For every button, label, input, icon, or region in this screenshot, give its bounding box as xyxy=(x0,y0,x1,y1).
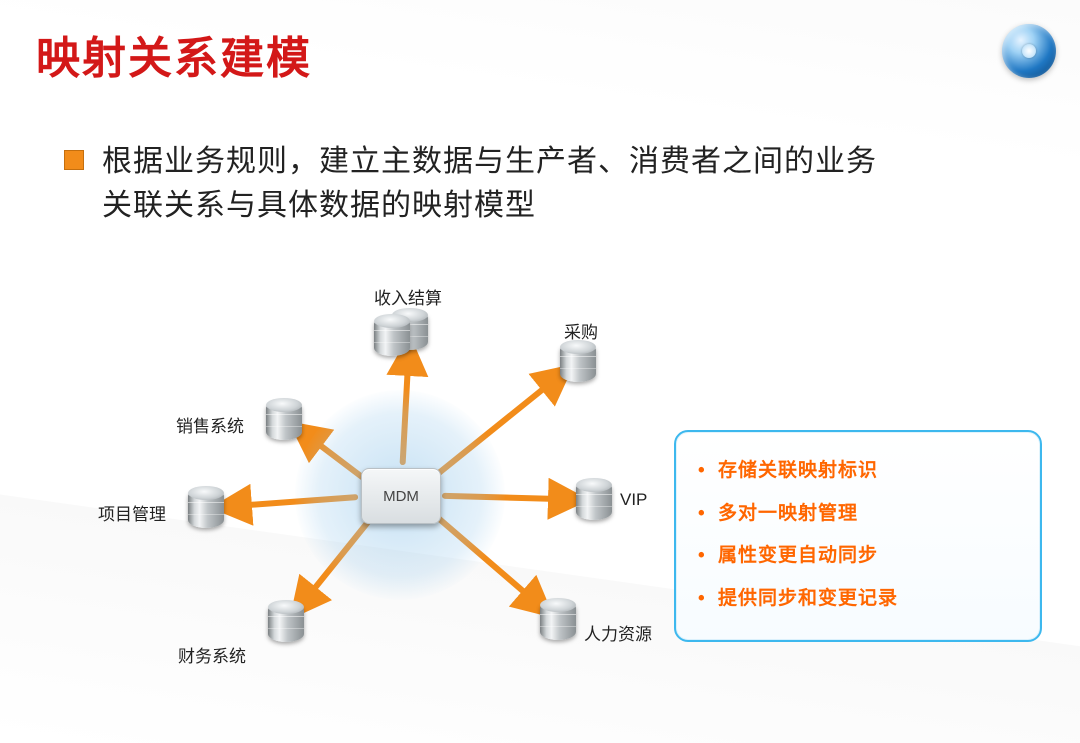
db-node-sales xyxy=(266,400,302,440)
feature-callout: 存储关联映射标识多对一映射管理属性变更自动同步提供同步和变更记录 xyxy=(674,430,1042,642)
node-label-hr: 人力资源 xyxy=(584,620,652,645)
db-node-purchase xyxy=(560,342,596,382)
node-label-purchase: 采购 xyxy=(564,318,598,343)
database-icon xyxy=(268,602,304,642)
body-line-2: 关联关系与具体数据的映射模型 xyxy=(102,189,536,222)
node-label-vip: VIP xyxy=(620,490,647,510)
body-line-1: 根据业务规则，建立主数据与生产者、消费者之间的业务 xyxy=(102,145,877,178)
feature-item-2: 属性变更自动同步 xyxy=(694,535,1026,578)
body-text: 根据业务规则，建立主数据与生产者、消费者之间的业务 关联关系与具体数据的映射模型 xyxy=(102,140,962,228)
db-node-income xyxy=(392,310,428,350)
node-label-project: 项目管理 xyxy=(98,500,166,525)
feature-item-0: 存储关联映射标识 xyxy=(694,450,1026,493)
database-icon xyxy=(374,316,410,356)
db-node-project xyxy=(188,488,224,528)
node-label-income: 收入结算 xyxy=(374,284,442,309)
disc-icon xyxy=(1002,24,1056,78)
database-icon xyxy=(188,488,224,528)
database-icon xyxy=(576,480,612,520)
db-node-finance xyxy=(268,602,304,642)
db-node-vip xyxy=(576,480,612,520)
database-icon xyxy=(560,342,596,382)
node-label-sales: 销售系统 xyxy=(176,412,244,437)
feature-item-1: 多对一映射管理 xyxy=(694,493,1026,536)
mapping-diagram: MDM收入结算采购销售系统项目管理VIP财务系统人力资源 xyxy=(120,270,680,690)
mdm-center-node: MDM xyxy=(361,468,441,524)
feature-item-3: 提供同步和变更记录 xyxy=(694,578,1026,621)
slide-title: 映射关系建模 xyxy=(36,22,312,86)
bullet-square-icon xyxy=(64,150,84,170)
database-icon xyxy=(540,600,576,640)
db-node-hr xyxy=(540,600,576,640)
database-icon xyxy=(266,400,302,440)
feature-list: 存储关联映射标识多对一映射管理属性变更自动同步提供同步和变更记录 xyxy=(694,450,1026,620)
node-label-finance: 财务系统 xyxy=(178,642,246,667)
